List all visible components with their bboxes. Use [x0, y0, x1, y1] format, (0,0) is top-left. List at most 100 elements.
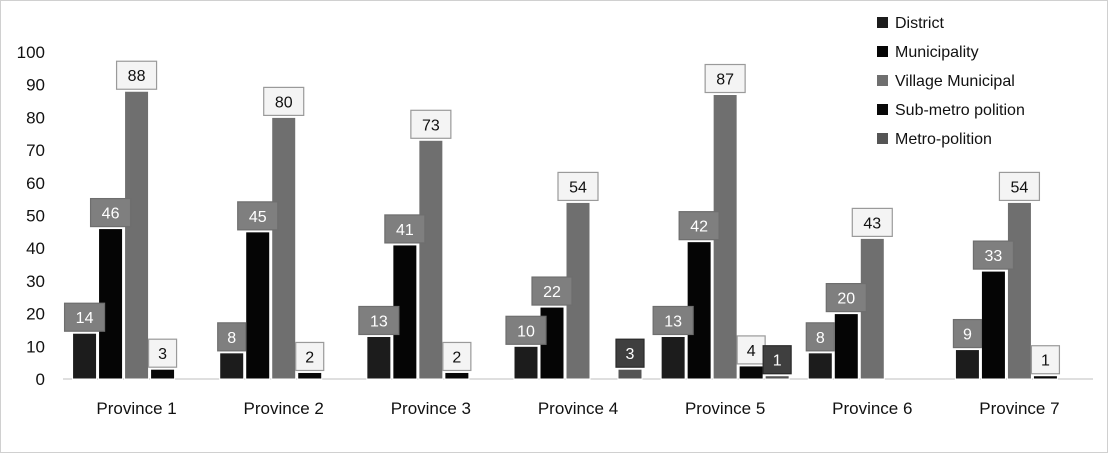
data-label-box: [998, 171, 1041, 202]
y-tick-label: 90: [26, 76, 45, 95]
y-tick-label: 50: [26, 207, 45, 226]
bar-metro-polition: [617, 368, 643, 380]
data-label: 22: [543, 284, 561, 301]
x-category-label: Province 7: [979, 399, 1059, 418]
x-category-label: Province 2: [244, 399, 324, 418]
data-label: 13: [370, 313, 388, 330]
bar-layer: [72, 90, 1058, 380]
legend-label: Sub-metro polition: [895, 102, 1025, 119]
data-label-box: [952, 318, 983, 349]
bar-district: [72, 332, 98, 380]
data-label: 9: [963, 327, 972, 344]
bar-district: [366, 335, 392, 380]
y-tick-label: 70: [26, 141, 45, 160]
data-label: 45: [249, 209, 267, 226]
data-label: 2: [452, 349, 461, 366]
data-label: 42: [690, 219, 708, 236]
data-label: 20: [837, 291, 855, 308]
data-label-box: [1030, 345, 1061, 375]
data-label: 8: [816, 330, 825, 347]
x-category-label: Province 6: [832, 399, 912, 418]
x-category-label: Province 1: [96, 399, 176, 418]
legend-swatch: [877, 133, 888, 144]
bar-district: [513, 345, 539, 380]
y-tick-label: 100: [17, 43, 45, 62]
legend-swatch: [877, 46, 888, 57]
x-category-label: Province 3: [391, 399, 471, 418]
y-tick-label: 80: [26, 108, 45, 127]
bar-district: [954, 349, 980, 380]
data-label-box: [115, 60, 158, 90]
bar-sub-metro-polition: [738, 365, 764, 380]
data-label: 41: [396, 222, 414, 239]
data-label: 14: [76, 310, 94, 327]
data-label-box: [678, 211, 720, 241]
data-label: 80: [275, 94, 293, 111]
y-tick-label: 40: [26, 239, 45, 258]
data-label-box: [89, 197, 132, 228]
data-label: 73: [422, 117, 440, 134]
data-label-layer: 1446883845802134173210225431342874182043…: [63, 60, 1061, 375]
data-label-box: [704, 63, 746, 94]
bar-metro-polition: [764, 375, 790, 380]
data-label: 46: [102, 206, 120, 223]
bar-sub-metro-polition: [150, 368, 176, 380]
legend-swatch: [877, 17, 888, 28]
bar-municipality: [245, 231, 271, 380]
data-label: 10: [517, 323, 535, 340]
data-label-box: [972, 240, 1015, 270]
data-label-box: [147, 338, 178, 368]
data-label: 3: [626, 346, 635, 363]
bar-village-municipal: [271, 116, 297, 380]
y-tick-label: 60: [26, 174, 45, 193]
data-label: 33: [985, 248, 1003, 265]
data-label: 54: [569, 179, 587, 196]
y-tick-label: 10: [26, 337, 45, 356]
bar-municipality: [980, 270, 1006, 380]
legend-label: Village Municipal: [895, 73, 1015, 90]
data-label-box: [531, 276, 573, 306]
data-label-box: [505, 315, 547, 345]
data-label: 1: [1041, 353, 1050, 370]
data-label: 87: [716, 72, 734, 89]
data-label: 43: [863, 215, 881, 232]
legend-label: Metro-polition: [895, 131, 992, 148]
data-label-box: [295, 341, 325, 372]
bar-village-municipal: [418, 139, 444, 380]
legend: District Municipality Village Municipal Sub…: [877, 15, 1025, 148]
data-label-box: [615, 338, 645, 368]
bar-district: [807, 352, 833, 380]
data-label-box: [557, 171, 599, 202]
legend-label: District: [895, 15, 944, 32]
bar-sub-metro-polition: [1032, 375, 1058, 380]
data-label-box: [410, 109, 452, 139]
data-label: 1: [773, 353, 782, 370]
data-label-box: [762, 345, 792, 375]
bar-village-municipal: [124, 90, 150, 380]
data-label: 54: [1011, 179, 1029, 196]
legend-swatch: [877, 104, 888, 115]
data-label-box: [63, 302, 106, 332]
bar-district: [660, 335, 686, 380]
y-tick-label: 0: [36, 370, 45, 389]
data-label-box: [736, 335, 766, 365]
bar-district: [219, 352, 245, 380]
legend-label: Municipality: [895, 44, 979, 61]
y-tick-label: 30: [26, 272, 45, 291]
data-label: 3: [158, 346, 167, 363]
bar-sub-metro-polition: [444, 371, 470, 380]
bar-village-municipal: [1006, 201, 1032, 380]
data-label-box: [442, 341, 472, 372]
data-label-box: [358, 305, 400, 336]
legend-swatch: [877, 75, 888, 86]
data-label: 8: [227, 330, 236, 347]
data-label-box: [652, 305, 694, 336]
data-label-box: [825, 283, 867, 313]
data-label-box: [237, 201, 279, 231]
bar-municipality: [833, 313, 859, 380]
data-label: 2: [305, 349, 314, 366]
x-category-label: Province 5: [685, 399, 765, 418]
data-label-box: [263, 86, 305, 117]
